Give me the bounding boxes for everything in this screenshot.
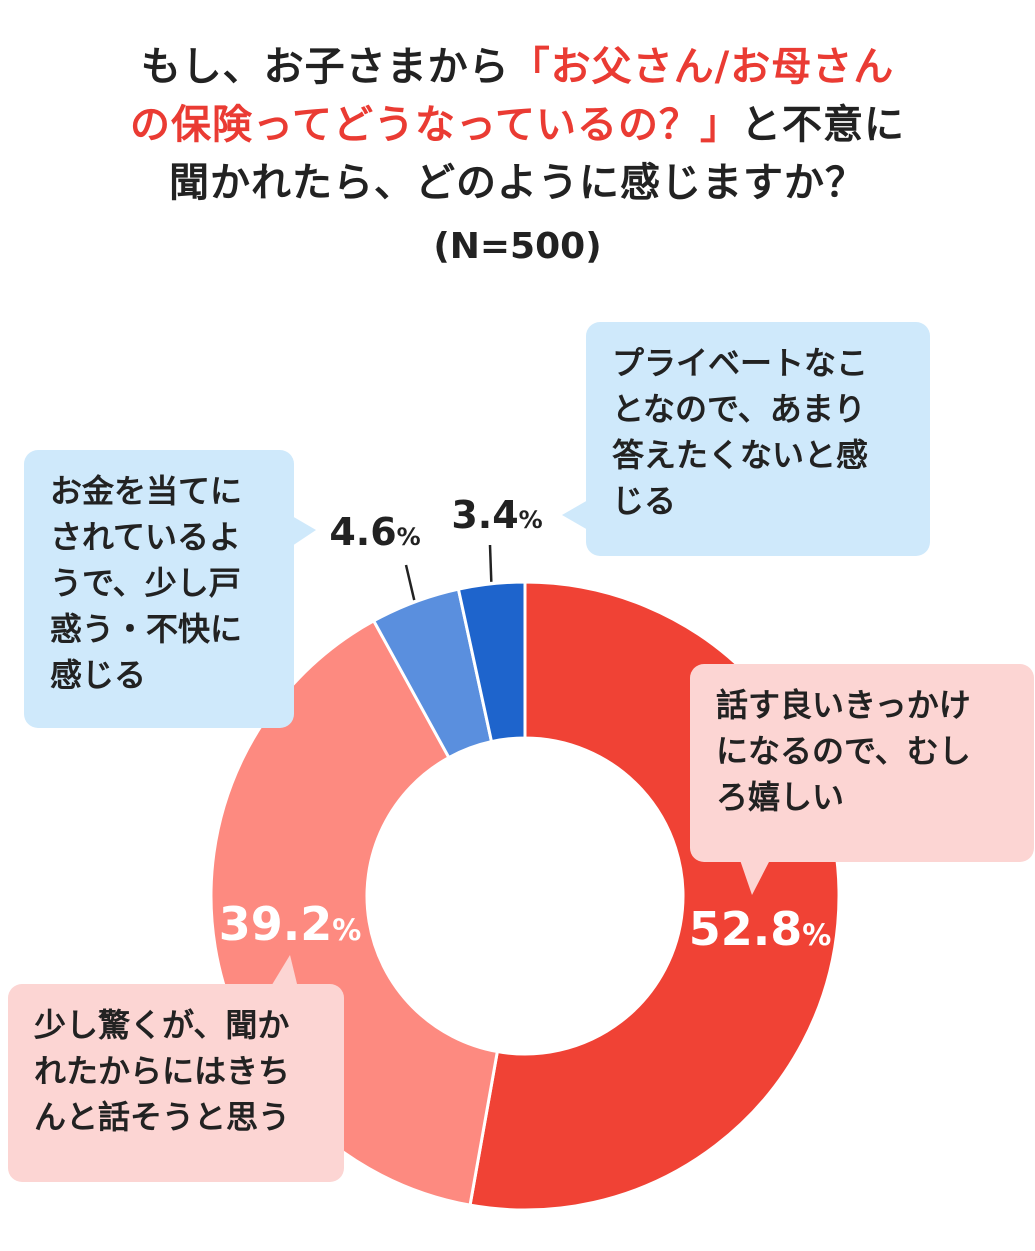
percent-label-3: 4.6% — [329, 510, 420, 554]
callout-surprised: 少し驚くが、聞か れたからにはきち んと話そうと思う — [8, 984, 344, 1182]
percent-label-4: 3.4% — [451, 493, 542, 537]
title-line2-highlight: の保険ってどうなっているの？」 — [130, 102, 741, 148]
title-line2-text: と不意に — [741, 102, 905, 148]
leader-line-4 — [488, 544, 493, 582]
title-line-3: 聞かれたら、どのように感じますか？ — [169, 160, 866, 206]
title-line1-highlight: 「お父さん/お母さん — [509, 44, 895, 90]
leader-line-3 — [404, 564, 416, 601]
leader-lines — [404, 544, 493, 601]
percent-label-1: 52.8% — [689, 902, 832, 956]
title-line-1: もし、お子さまから「お父さん/お母さん — [0, 38, 1035, 96]
callout-private: プライベートなこ となので、あまり 答えたくないと感 じる — [586, 322, 930, 556]
callout-uncomfortable: お金を当てに されているよ うで、少し戸 惑う・不快に 感じる — [24, 450, 294, 728]
title-line-2: の保険ってどうなっているの？」と不意に — [0, 96, 1035, 154]
chart-title: もし、お子さまから「お父さん/お母さん の保険ってどうなっているの？」と不意に … — [0, 38, 1035, 212]
donut-slice-4 — [456, 580, 527, 744]
percent-label-2: 39.2% — [219, 897, 362, 951]
sample-size: (N=500) — [433, 226, 602, 267]
percent-labels: 52.8% 39.2% 4.6% 3.4% — [219, 493, 832, 956]
callout-glad: 話す良いきっかけ になるので、むし ろ嬉しい — [690, 664, 1034, 862]
title-line1-text: もし、お子さまから — [140, 44, 510, 90]
